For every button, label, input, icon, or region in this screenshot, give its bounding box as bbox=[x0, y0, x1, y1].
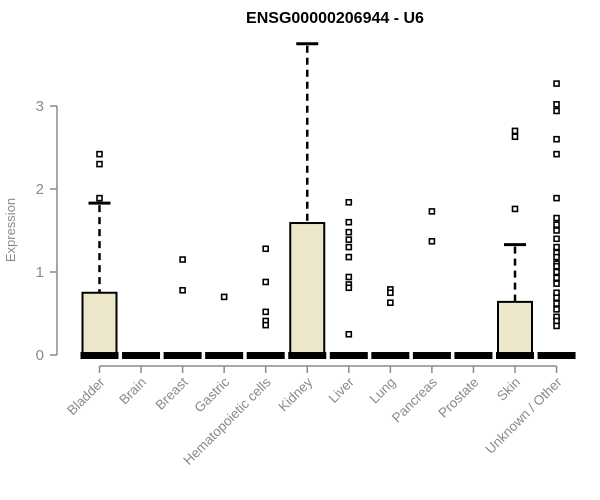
median-bar bbox=[371, 352, 410, 359]
outlier-point bbox=[345, 284, 353, 292]
outlier-point bbox=[553, 300, 560, 307]
median-bar bbox=[246, 352, 285, 359]
outlier-point bbox=[553, 262, 560, 270]
outlier-point bbox=[553, 280, 560, 287]
outlier-point bbox=[553, 268, 560, 276]
outlier-point bbox=[553, 221, 560, 228]
x-tick-label-lung: Lung bbox=[367, 375, 399, 407]
outlier-point bbox=[511, 133, 519, 141]
outlier-point bbox=[553, 235, 560, 243]
outlier-point bbox=[553, 253, 560, 261]
outlier-point bbox=[553, 227, 560, 234]
outlier-point bbox=[96, 194, 103, 202]
median-bar bbox=[412, 352, 451, 359]
x-tick-label-unknown-other: Unknown / Other bbox=[482, 374, 565, 457]
outlier-point bbox=[553, 107, 560, 115]
boxplot-bladder bbox=[80, 150, 119, 359]
outlier-point bbox=[220, 293, 228, 301]
outlier-point bbox=[553, 322, 560, 330]
x-tick-label-skin: Skin bbox=[494, 375, 523, 404]
outlier-point bbox=[345, 236, 353, 243]
median-bar bbox=[329, 352, 368, 359]
outlier-point bbox=[553, 150, 560, 158]
box bbox=[81, 291, 118, 356]
box bbox=[289, 222, 326, 356]
outlier-point bbox=[262, 321, 270, 329]
outlier-point bbox=[428, 237, 436, 245]
outlier-point bbox=[553, 194, 560, 202]
outlier-point bbox=[262, 278, 270, 286]
boxplot-lung bbox=[371, 286, 410, 359]
boxplots-layer bbox=[80, 42, 576, 359]
x-tick-label-breast: Breast bbox=[153, 374, 191, 412]
outlier-point bbox=[345, 330, 353, 338]
outlier-point bbox=[179, 286, 186, 294]
boxplot-prostate bbox=[454, 352, 493, 359]
median-bar bbox=[454, 352, 493, 359]
outlier-point bbox=[511, 127, 519, 135]
outlier-point bbox=[553, 306, 560, 313]
y-tick-label: 2 bbox=[36, 181, 44, 198]
boxplot-skin bbox=[496, 127, 534, 359]
median-bar bbox=[80, 352, 119, 359]
outlier-point bbox=[262, 245, 270, 253]
outlier-point bbox=[96, 160, 103, 168]
outlier-point bbox=[387, 299, 394, 307]
outlier-point bbox=[345, 253, 353, 261]
median-bar bbox=[163, 352, 202, 359]
boxplot-gastric bbox=[205, 293, 244, 359]
x-tick-label-prostate: Prostate bbox=[435, 375, 481, 421]
median-bar bbox=[496, 352, 534, 359]
outlier-point bbox=[553, 135, 560, 143]
outlier-point bbox=[511, 205, 519, 213]
boxplot-hematopoietic-cells bbox=[246, 245, 285, 359]
box bbox=[497, 300, 533, 357]
chart-title: ENSG00000206944 - U6 bbox=[246, 10, 424, 27]
median-bar bbox=[122, 352, 161, 359]
median-bar bbox=[537, 352, 576, 359]
outlier-point bbox=[387, 289, 394, 297]
x-tick-label-gastric: Gastric bbox=[191, 374, 232, 415]
outlier-point bbox=[553, 294, 560, 302]
x-tick-label-brain: Brain bbox=[116, 375, 149, 408]
outlier-point bbox=[345, 198, 353, 206]
outlier-point bbox=[428, 208, 436, 215]
outlier-point bbox=[96, 150, 103, 158]
outlier-point bbox=[553, 80, 560, 87]
outlier-point bbox=[553, 101, 560, 108]
outlier-point bbox=[345, 218, 353, 226]
y-axis: 0 1 2 3 bbox=[36, 98, 58, 364]
y-tick-label: 3 bbox=[36, 98, 44, 115]
boxplot-brain bbox=[122, 352, 161, 359]
outlier-point bbox=[345, 228, 353, 236]
median-bar bbox=[205, 352, 244, 359]
x-tick-label-pancreas: Pancreas bbox=[389, 374, 440, 425]
boxplot-unknown-other bbox=[537, 80, 576, 359]
y-tick-label: 1 bbox=[36, 264, 44, 281]
outlier-point bbox=[345, 243, 353, 251]
outlier-point bbox=[553, 214, 560, 222]
x-tick-label-liver: Liver bbox=[326, 374, 358, 406]
y-tick-label: 0 bbox=[36, 347, 44, 364]
boxplot-liver bbox=[329, 198, 368, 359]
outlier-point bbox=[262, 308, 270, 316]
median-bar bbox=[288, 352, 327, 359]
outlier-point bbox=[179, 256, 186, 263]
y-axis-label: Expression bbox=[3, 198, 18, 262]
outlier-point bbox=[553, 243, 560, 251]
x-tick-label-bladder: Bladder bbox=[64, 374, 108, 418]
outlier-point bbox=[345, 273, 353, 281]
boxplot-breast bbox=[163, 256, 202, 359]
outlier-point bbox=[553, 274, 560, 282]
x-tick-label-kidney: Kidney bbox=[276, 374, 316, 414]
boxplot-pancreas bbox=[412, 208, 451, 359]
boxplot-kidney bbox=[288, 42, 327, 359]
